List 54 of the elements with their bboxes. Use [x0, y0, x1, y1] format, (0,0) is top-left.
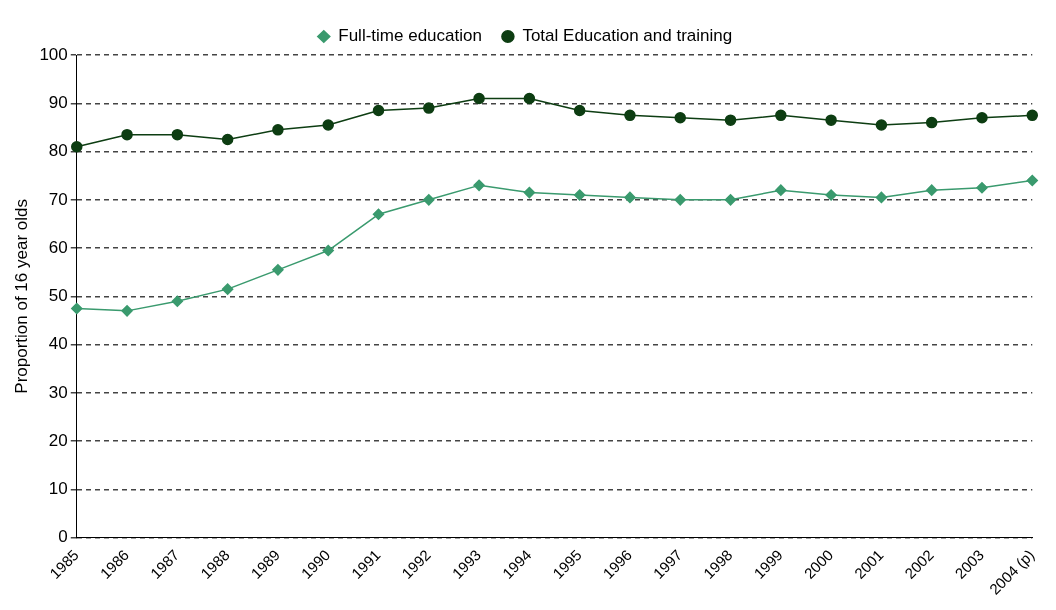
point: [322, 119, 334, 131]
point: [221, 133, 234, 146]
legend-label: Total Education and training: [522, 26, 733, 46]
y-tick-label: 0: [58, 527, 68, 547]
y-tick-label: 100: [39, 44, 68, 64]
point: [272, 124, 284, 136]
y-tick-label: 90: [48, 92, 68, 112]
point: [925, 116, 938, 129]
point: [171, 295, 184, 307]
point: [121, 128, 133, 141]
y-tick-label: 10: [48, 479, 68, 499]
point: [573, 104, 586, 117]
point: [775, 109, 787, 122]
point: [775, 184, 787, 196]
point: [71, 302, 83, 315]
y-tick-label: 20: [48, 430, 68, 450]
point: [473, 179, 485, 192]
point: [976, 182, 988, 194]
point: [372, 104, 385, 117]
point: [674, 194, 686, 206]
point: [121, 305, 133, 317]
point: [724, 194, 737, 206]
point: [925, 184, 938, 196]
y-tick-label: 60: [48, 237, 68, 257]
point: [724, 114, 737, 126]
y-tick-label: 50: [48, 286, 68, 306]
point: [71, 140, 83, 153]
point: [473, 92, 485, 105]
y-tick-label: 70: [48, 189, 68, 209]
point: [523, 186, 536, 199]
point: [523, 92, 536, 105]
point: [976, 112, 988, 124]
point: [875, 191, 888, 204]
point: [272, 264, 284, 276]
point: [825, 189, 837, 201]
point: [825, 114, 837, 126]
point: [1026, 109, 1039, 122]
point: [624, 191, 636, 204]
point: [372, 208, 385, 221]
point: [221, 283, 234, 295]
y-tick-label: 80: [48, 141, 68, 161]
point: [423, 194, 435, 206]
y-tick-label: 30: [48, 382, 68, 402]
point: [423, 102, 435, 114]
point: [624, 109, 636, 122]
y-axis-title: Proportion of 16 year olds: [11, 199, 31, 394]
point: [875, 119, 888, 131]
legend-label: Full-time education: [338, 26, 482, 46]
point: [171, 128, 184, 141]
point: [573, 189, 586, 201]
point: [322, 244, 334, 257]
y-tick-label: 40: [48, 334, 68, 354]
point: [674, 112, 686, 124]
point: [1026, 174, 1039, 187]
